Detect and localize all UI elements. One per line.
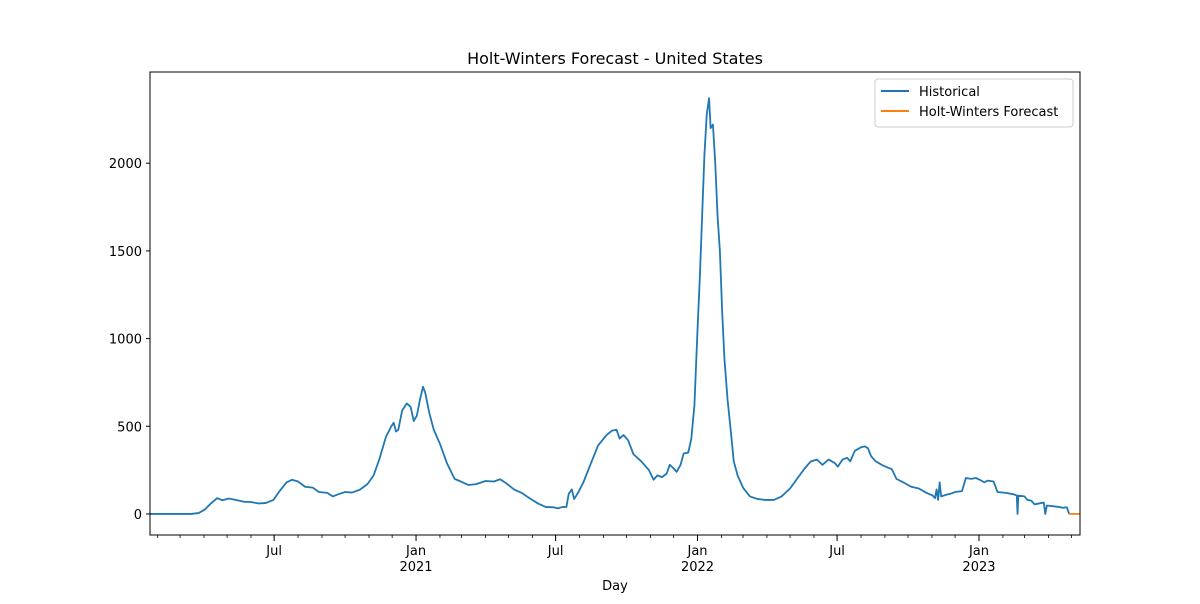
chart-title: Holt-Winters Forecast - United States	[467, 49, 763, 68]
x-tick-label: Jul	[265, 544, 282, 559]
legend-label: Holt-Winters Forecast	[919, 105, 1058, 120]
y-tick-label: 1000	[109, 333, 142, 348]
x-tick-label: Jul	[547, 544, 564, 559]
legend-box	[874, 78, 1074, 128]
legend-label: Historical	[919, 85, 980, 100]
y-tick-label: 500	[117, 420, 142, 435]
series-line-0	[150, 97, 1071, 515]
x-tick-year-label: 2021	[399, 560, 432, 575]
x-tick-label: Jan	[686, 544, 707, 559]
x-tick-label: Jul	[828, 544, 845, 559]
x-tick-label: Jan	[405, 544, 426, 559]
axes-frame	[149, 71, 1081, 536]
x-axis-label: Day	[602, 579, 628, 594]
x-tick-year-label: 2023	[962, 560, 995, 575]
plot-area	[150, 97, 1080, 515]
y-tick-label: 0	[134, 508, 142, 523]
y-tick-label: 2000	[109, 157, 142, 172]
x-tick-year-label: 2022	[681, 560, 714, 575]
legend: Historical Holt-Winters Forecast	[874, 78, 1074, 128]
y-tick-label: 1500	[109, 245, 142, 260]
x-tick-label: Jan	[968, 544, 989, 559]
